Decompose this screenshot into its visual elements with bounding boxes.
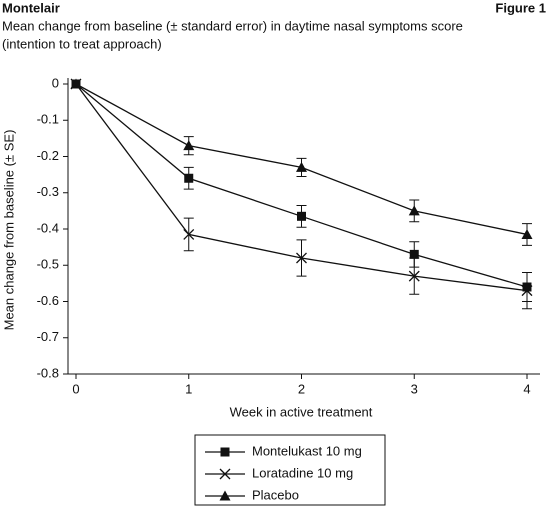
marker xyxy=(296,252,307,264)
marker xyxy=(219,490,231,501)
marker xyxy=(409,249,419,259)
y-tick-label: 0 xyxy=(52,75,59,90)
marker xyxy=(183,140,195,151)
marker xyxy=(521,285,533,297)
legend-label: Montelukast 10 mg xyxy=(252,443,362,458)
legend-box xyxy=(194,434,386,506)
marker xyxy=(297,211,306,221)
chart-title: Mean change from baseline (± standard er… xyxy=(2,18,463,33)
x-tick-label: 3 xyxy=(411,381,418,396)
marker xyxy=(521,228,533,239)
legend-label: Placebo xyxy=(252,487,299,502)
marker xyxy=(408,270,420,282)
y-tick-label: -0.2 xyxy=(37,148,59,163)
marker xyxy=(220,447,230,457)
y-tick-label: -0.7 xyxy=(37,329,59,344)
x-tick-label: 1 xyxy=(185,381,192,396)
y-tick-label: -0.1 xyxy=(37,112,59,127)
x-tick-label: 0 xyxy=(72,381,79,396)
y-tick-label: -0.6 xyxy=(37,293,59,308)
chart-subtitle: (intention to treat approach) xyxy=(2,36,162,51)
y-tick-label: -0.5 xyxy=(37,257,59,272)
header: Montelair xyxy=(2,0,60,15)
marker xyxy=(219,468,231,480)
legend-label: Loratadine 10 mg xyxy=(252,465,353,480)
y-tick-label: -0.8 xyxy=(37,365,59,380)
marker xyxy=(70,78,82,89)
y-tick-label: -0.4 xyxy=(37,220,59,235)
x-tick-label: 4 xyxy=(523,381,530,396)
y-axis-label: Mean change from baseline (± SE) xyxy=(1,130,16,331)
figure-label: Figure 1 xyxy=(495,0,546,15)
x-axis-label: Week in active treatment xyxy=(230,404,373,419)
marker xyxy=(183,228,195,240)
y-tick-label: -0.3 xyxy=(37,184,59,199)
marker xyxy=(296,161,307,172)
marker xyxy=(184,173,194,183)
x-tick-label: 2 xyxy=(298,381,305,396)
marker xyxy=(408,205,420,216)
